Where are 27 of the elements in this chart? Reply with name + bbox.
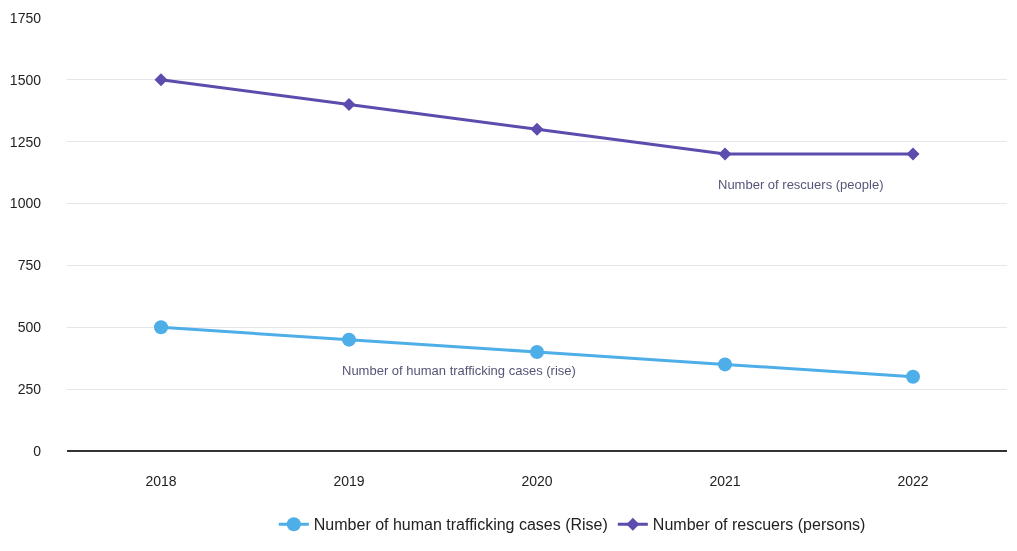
y-tick-label: 0 [33, 442, 42, 459]
x-tick-label: 2019 [333, 473, 365, 489]
y-tick-label: 500 [17, 319, 42, 336]
y-tick-label: 750 [17, 257, 42, 274]
point [718, 147, 732, 161]
y-tick-label: 1750 [9, 9, 42, 26]
point [718, 357, 732, 372]
point [342, 98, 356, 112]
point [530, 122, 544, 136]
legend-label: Number of human trafficking cases (Rise) [313, 516, 608, 534]
point [906, 369, 920, 384]
y-tick-label: 250 [17, 381, 42, 398]
y-tick-label: 1000 [9, 195, 42, 212]
x-tick-label: 2022 [897, 473, 929, 489]
x-tick-label: 2020 [521, 473, 553, 489]
point [530, 345, 544, 360]
annotation: Number of rescuers (people) [718, 177, 884, 192]
annotation: Number of human trafficking cases (rise) [342, 363, 576, 378]
y-tick-label: 1500 [9, 71, 42, 88]
y-tick-label: 1250 [9, 133, 42, 150]
point [906, 147, 920, 161]
point [154, 320, 168, 335]
x-tick-label: 2018 [145, 473, 177, 489]
x-tick-label: 2021 [709, 473, 741, 489]
legend-label: Number of rescuers (persons) [652, 516, 866, 534]
point [154, 73, 168, 87]
point [342, 332, 356, 347]
